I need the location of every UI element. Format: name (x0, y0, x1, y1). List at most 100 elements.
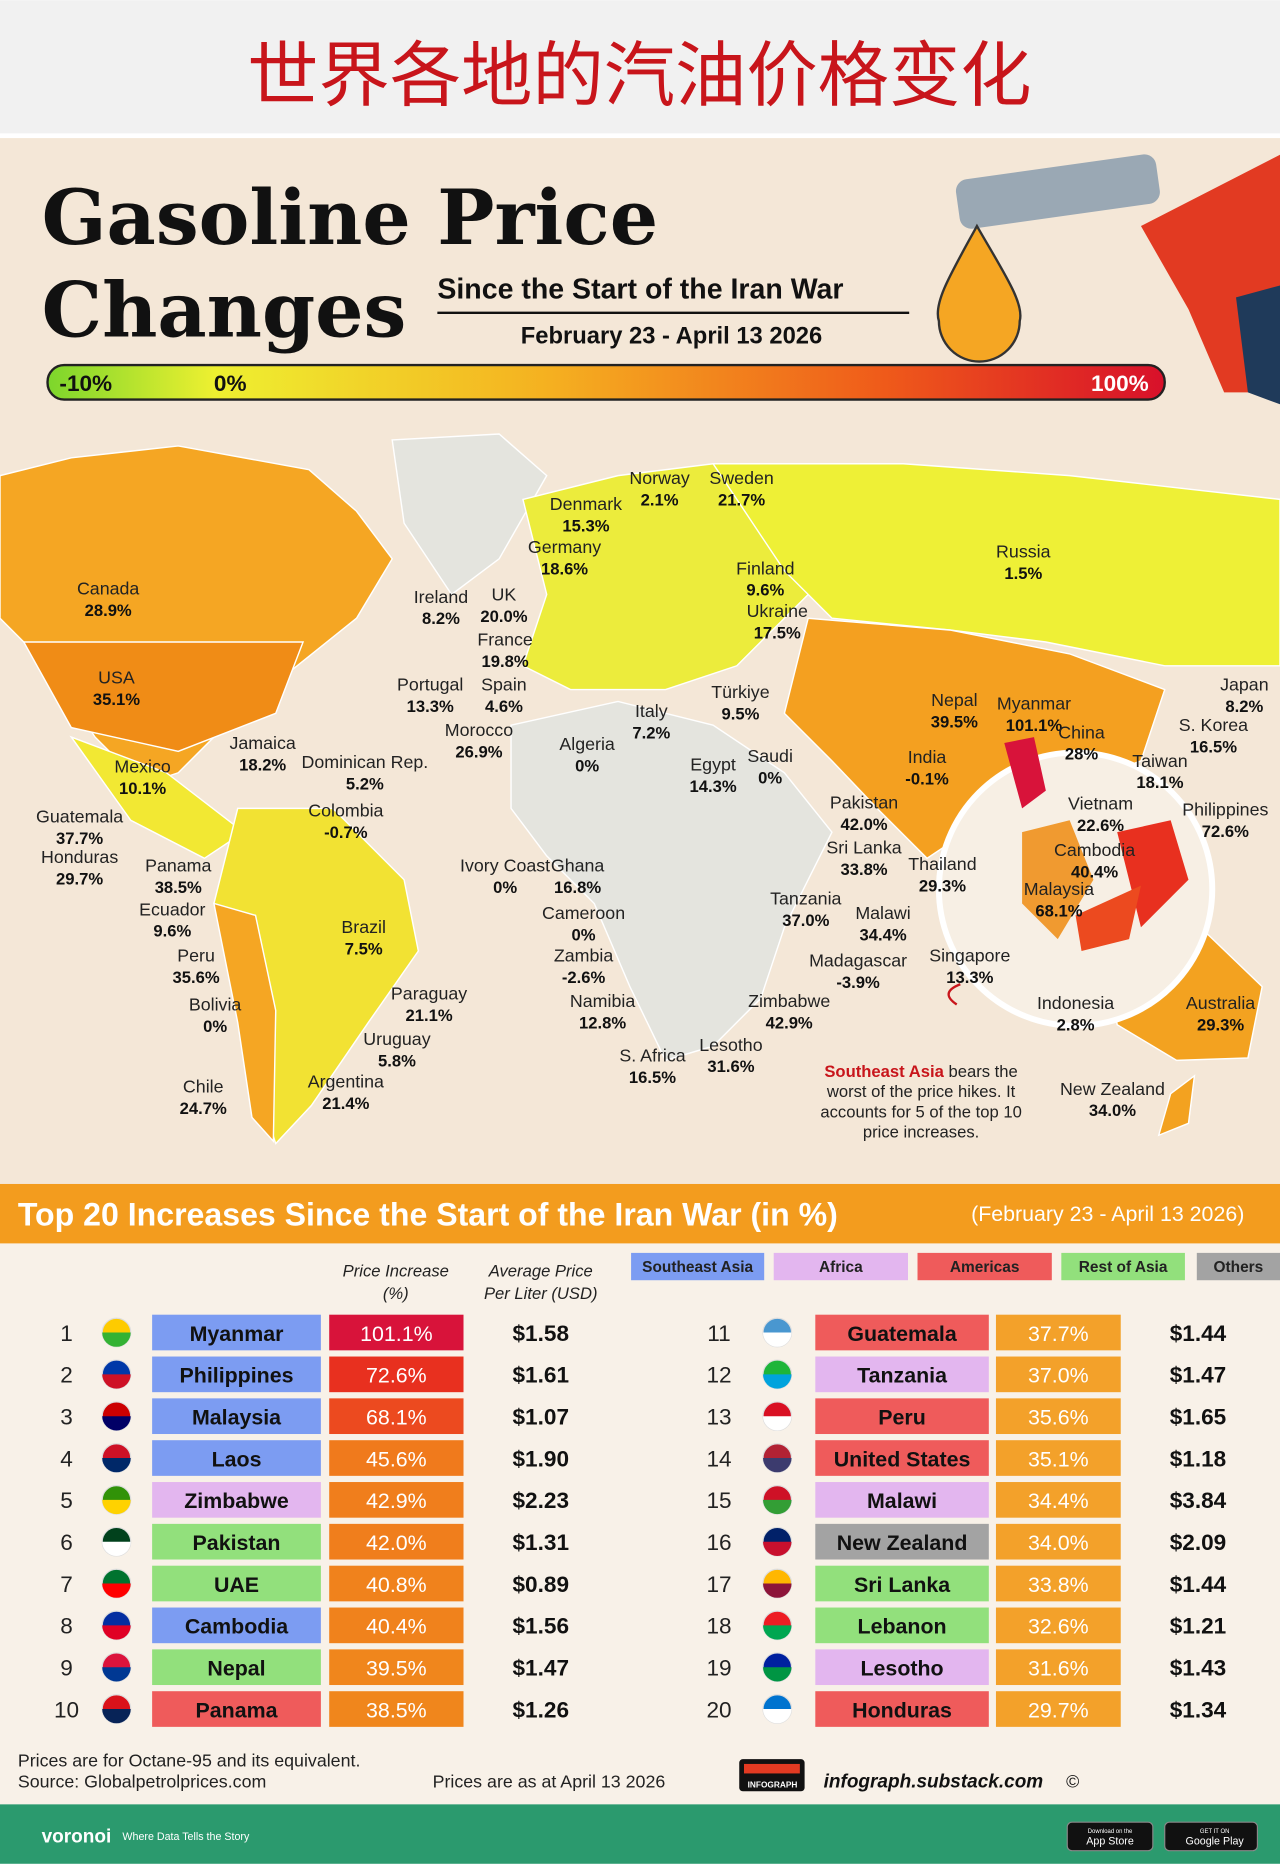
increase-cell (329, 1649, 464, 1686)
country-name: Honduras (852, 1698, 952, 1722)
country-label: Ireland (414, 587, 468, 607)
country-label: Tanzania (770, 889, 841, 909)
country-value: 21.7% (718, 490, 765, 509)
country-value: 16.8% (554, 878, 601, 897)
country-value: 42.9% (766, 1013, 813, 1032)
country-value: 18.1% (1136, 773, 1183, 792)
badge-text: Download on the (1088, 1829, 1133, 1835)
increase-value: 32.6% (1028, 1615, 1089, 1639)
country-value: 8.2% (1225, 697, 1263, 716)
increase-value: 34.0% (1028, 1531, 1089, 1555)
country-value: -2.6% (562, 968, 606, 987)
flag-stripe (102, 1332, 131, 1347)
price-value: $1.26 (513, 1697, 570, 1722)
country-label: Chile (183, 1076, 224, 1096)
country-label: Thailand (908, 854, 976, 874)
app-store-badge[interactable] (1066, 1821, 1154, 1852)
rank: 5 (60, 1488, 73, 1513)
country-label: Portugal (397, 675, 463, 695)
price-value: $0.89 (513, 1572, 570, 1597)
country-value: -0.7% (324, 823, 368, 842)
badge-text: App Store (1086, 1836, 1134, 1848)
legend-swatch (1061, 1252, 1185, 1281)
country-label: Denmark (550, 494, 622, 514)
country-label: Brazil (341, 917, 386, 937)
country-label: Cameroon (542, 903, 625, 923)
country-name: Malawi (867, 1489, 937, 1513)
country-label: Spain (481, 675, 527, 695)
increase-cell (995, 1649, 1121, 1686)
country-label: Nepal (931, 690, 978, 710)
country-value: 16.5% (1190, 738, 1237, 757)
price-value: $1.58 (513, 1321, 570, 1346)
title: Changes (42, 266, 407, 355)
column-header: Price Increase (343, 1262, 449, 1281)
country-cell (152, 1398, 321, 1435)
table-dates: (February 23 - April 13 2026) (971, 1202, 1244, 1226)
flag-stripe (102, 1583, 131, 1598)
andes (212, 902, 277, 1143)
rank: 4 (60, 1446, 73, 1471)
country-value: 37.7% (56, 829, 103, 848)
country-label: France (477, 630, 533, 650)
country-label: Indonesia (1037, 993, 1114, 1013)
country-cell (815, 1691, 989, 1727)
increase-cell (995, 1356, 1121, 1393)
country-value: 13.3% (407, 697, 454, 716)
country-value: 20.0% (480, 607, 527, 626)
increase-value: 45.6% (366, 1447, 427, 1471)
country-cell (152, 1440, 321, 1476)
country-value: 18.2% (239, 755, 286, 774)
country-label: Canada (77, 578, 139, 598)
russia (711, 463, 1280, 667)
fuel-drop (936, 223, 1022, 363)
flag-stripe (102, 1709, 131, 1724)
flag-stripe (763, 1332, 792, 1347)
country-label: New Zealand (1060, 1079, 1165, 1099)
column-header: (%) (383, 1284, 409, 1303)
country-label: Morocco (445, 720, 513, 740)
greenland (391, 433, 548, 596)
table-rows: 1 Myanmar 101.1% $1.58 2 Philippines 72.6% $1.6… (54, 1314, 1227, 1727)
country-label: Ivory Coast (460, 855, 550, 875)
country-name: Peru (878, 1406, 926, 1430)
country-label: China (1058, 722, 1105, 742)
central-america (69, 735, 245, 860)
banner-bg (0, 0, 1280, 134)
country-value: 35.1% (93, 690, 140, 709)
country-name: Guatemala (847, 1322, 957, 1346)
increase-cell (995, 1565, 1121, 1602)
increase-cell (329, 1607, 464, 1644)
dates: February 23 - April 13 2026 (521, 323, 822, 350)
country-label: Guatemala (36, 807, 123, 827)
country-label: S. Africa (619, 1046, 685, 1066)
badge-text: GET IT ON (1200, 1829, 1229, 1835)
country-label: Algeria (559, 734, 615, 754)
flag-stripe (763, 1625, 792, 1640)
price-value: $3.84 (1170, 1488, 1227, 1513)
fuel-nozzle (936, 154, 1280, 405)
footer-site: infograph.substack.com (824, 1772, 1044, 1793)
country-value: 21.4% (322, 1094, 369, 1113)
country-value: 9.6% (746, 581, 784, 600)
price-value: $1.65 (1170, 1405, 1227, 1430)
legend-label: Americas (950, 1259, 1020, 1276)
flag-stripe (102, 1374, 131, 1389)
brand: voronoi (42, 1826, 112, 1847)
price-value: $1.31 (513, 1530, 570, 1555)
legend-label: Rest of Asia (1079, 1259, 1168, 1276)
increase-value: 42.0% (366, 1531, 427, 1555)
increase-value: 68.1% (366, 1406, 427, 1430)
footer-note: Prices are for Octane-95 and its equival… (18, 1750, 361, 1770)
country-cell (815, 1523, 989, 1560)
copyright: © (1066, 1772, 1079, 1792)
country-value: 31.6% (707, 1057, 754, 1076)
country-name: Nepal (207, 1657, 265, 1681)
country-label: Jamaica (229, 733, 295, 753)
legend-swatch (631, 1252, 765, 1281)
usa (22, 641, 305, 753)
google-play-badge[interactable] (1164, 1821, 1259, 1852)
increase-cell (995, 1691, 1121, 1727)
country-label: USA (98, 668, 135, 688)
